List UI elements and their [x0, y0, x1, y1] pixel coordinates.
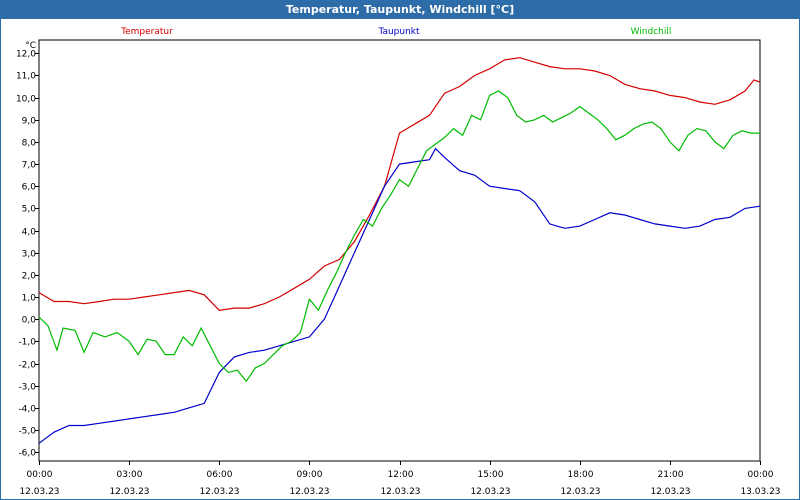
- x-tick-time: 18:00: [568, 470, 594, 480]
- x-tick-date: 12.03.23: [470, 487, 510, 497]
- x-tick-date: 12.03.23: [109, 487, 149, 497]
- y-tick-label: 8,0: [22, 139, 37, 149]
- legend-windchill: Windchill: [631, 27, 672, 37]
- y-tick-label: 0,0: [22, 316, 37, 326]
- y-tick-label: 11,0: [16, 72, 36, 82]
- x-tick-date: 12.03.23: [289, 487, 329, 497]
- x-tick-time: 21:00: [658, 470, 684, 480]
- y-tick-label: 6,0: [22, 183, 37, 193]
- legend-temperatur: Temperatur: [120, 27, 173, 37]
- x-tick-time: 00:00: [27, 470, 53, 480]
- y-tick-label: 2,0: [22, 272, 37, 282]
- x-tick-date: 13.03.23: [740, 487, 780, 497]
- x-tick-time: 12:00: [388, 470, 414, 480]
- x-tick-date: 12.03.23: [380, 487, 420, 497]
- series-line-windchill: [38, 90, 760, 383]
- x-axis-ticks: 00:00 12.03.23 03:00 12.03.23 06:00 12.03.23 0…: [19, 470, 780, 497]
- series-line-temperatur: [38, 57, 761, 311]
- x-tick-time: 03:00: [117, 470, 143, 480]
- x-tick-date: 12.03.23: [19, 487, 59, 497]
- x-tick-date: 12.03.23: [560, 487, 600, 497]
- plot-area: [38, 39, 761, 462]
- y-tick-label: -6,0: [18, 449, 36, 459]
- y-tick-label: 5,0: [22, 205, 37, 215]
- y-tick-label: 10,0: [16, 95, 36, 105]
- y-tick-label: -3,0: [18, 383, 36, 393]
- x-tick-time: 00:00: [748, 470, 774, 480]
- x-tick-time: 15:00: [478, 470, 504, 480]
- x-tick-time: 06:00: [207, 470, 233, 480]
- x-tick-time: 09:00: [297, 470, 323, 480]
- series-lines: [38, 57, 761, 444]
- y-tick-label: 3,0: [22, 250, 37, 260]
- y-tick-label: 12,0: [16, 50, 36, 60]
- y-tick-label: 7,0: [22, 161, 37, 171]
- y-tick-label: -5,0: [18, 427, 36, 437]
- chart-title: Temperatur, Taupunkt, Windchill [°C]: [1, 1, 799, 19]
- y-tick-label: -4,0: [18, 405, 36, 415]
- x-tick-date: 12.03.23: [650, 487, 690, 497]
- x-tick-date: 12.03.23: [199, 487, 239, 497]
- y-tick-label: -1,0: [18, 338, 36, 348]
- axes: [35, 39, 761, 465]
- legend-taupunkt: Taupunkt: [377, 27, 420, 37]
- y-axis-unit: °C: [25, 41, 36, 51]
- y-tick-label: -2,0: [18, 361, 36, 371]
- legend: Temperatur Taupunkt Windchill: [120, 27, 671, 37]
- y-axis-ticks: 12,0 11,0 10,0 9,0 8,0 7,0 6,0 5,0 4,0 3,0 2,0 1,0 0…: [16, 41, 36, 459]
- y-tick-label: 9,0: [22, 117, 37, 127]
- y-tick-label: 4,0: [22, 228, 37, 238]
- y-tick-label: 1,0: [22, 294, 37, 304]
- series-line-taupunkt: [38, 147, 761, 444]
